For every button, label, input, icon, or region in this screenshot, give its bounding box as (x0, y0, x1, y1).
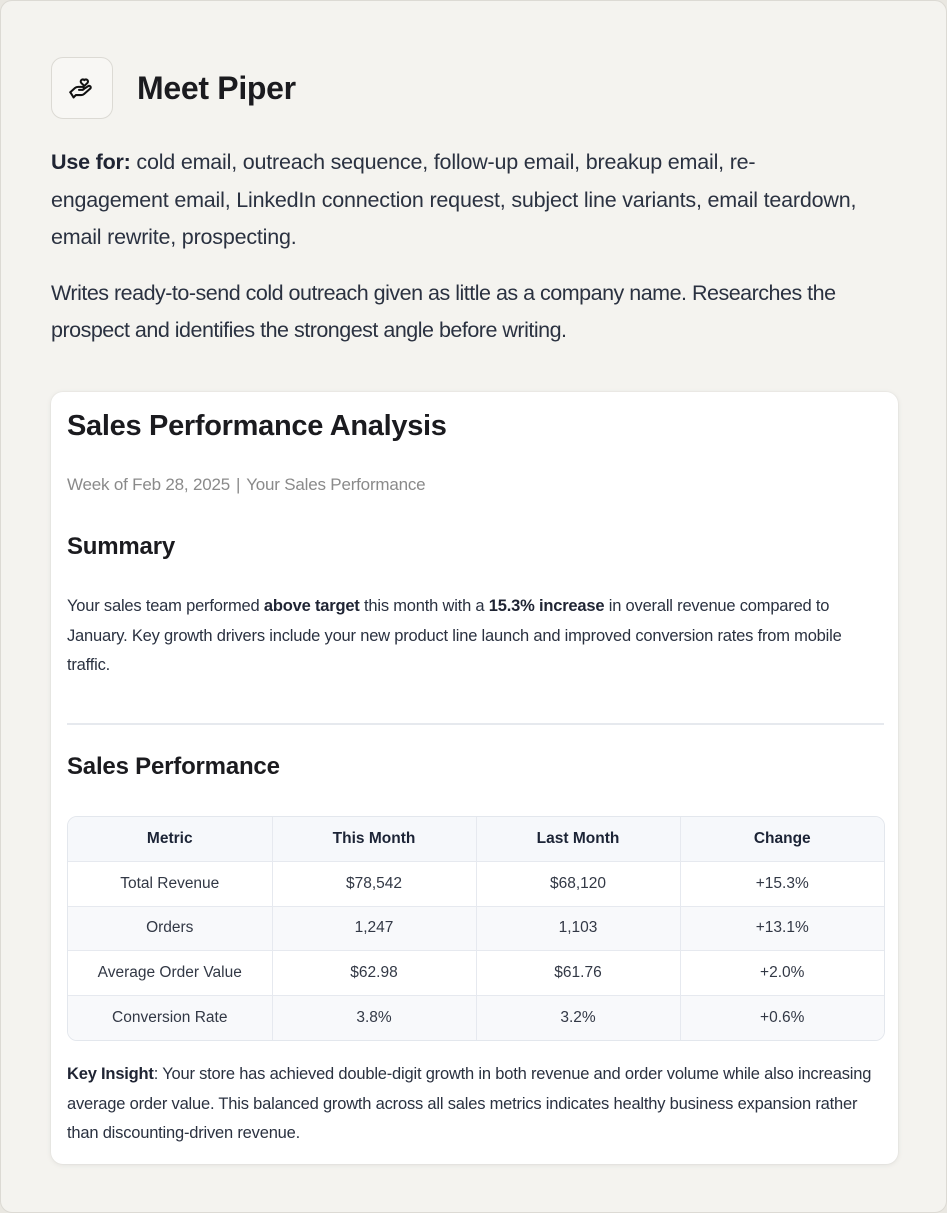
change-cell: +0.6% (680, 995, 884, 1040)
summary-heading: Summary (67, 533, 175, 560)
last-month-cell: 3.2% (476, 995, 681, 1040)
key-insight-text: : Your store has achieved double-digit g… (67, 1065, 872, 1142)
performance-heading: Sales Performance (67, 753, 280, 780)
report-subtitle: Week of Feb 28, 2025 | Your Sales Performa… (67, 475, 426, 495)
agent-description: Writes ready-to-send cold outreach given… (51, 281, 836, 342)
column-header: Change (680, 817, 884, 862)
this-month-cell: $78,542 (272, 861, 477, 907)
report-card: Sales Performance Analysis Week of Feb 2… (51, 392, 898, 1164)
column-header: Last Month (476, 817, 681, 862)
key-insight-label: Key Insight (67, 1065, 154, 1083)
metric-cell: Total Revenue (68, 861, 273, 907)
performance-table: Metric This Month Last Month Change Tota… (67, 816, 885, 1041)
agent-avatar (51, 57, 113, 119)
summary-highlight: 15.3% increase (488, 597, 605, 615)
hand-heart-icon (69, 78, 92, 99)
summary-part: this month with a (359, 597, 489, 615)
table-row: Conversion Rate 3.8% 3.2% +0.6% (68, 995, 884, 1040)
last-month-cell: $61.76 (476, 950, 681, 996)
section-divider (67, 723, 884, 725)
summary-part: Your sales team performed (67, 597, 264, 615)
table-row: Orders 1,247 1,103 +13.1% (68, 906, 884, 951)
table-row: Total Revenue $78,542 $68,120 +15.3% (68, 861, 884, 907)
last-month-cell: 1,103 (476, 906, 681, 951)
change-cell: +13.1% (680, 906, 884, 951)
use-for-list: cold email, outreach sequence, follow-up… (51, 150, 857, 249)
use-for-text: Use for: cold email, outreach sequence, … (51, 144, 871, 257)
metric-cell: Conversion Rate (68, 995, 273, 1040)
metric-cell: Average Order Value (68, 950, 273, 996)
report-subtitle-label: Your Sales Performance (246, 475, 426, 494)
column-header: This Month (272, 817, 477, 862)
subtitle-separator: | (235, 475, 241, 494)
table-row: Average Order Value $62.98 $61.76 +2.0% (68, 950, 884, 996)
table-header-row: Metric This Month Last Month Change (68, 817, 884, 862)
agent-header: Meet Piper (51, 57, 296, 119)
summary-highlight: above target (263, 597, 360, 615)
metric-cell: Orders (68, 906, 273, 951)
report-date: Week of Feb 28, 2025 (67, 475, 230, 494)
agent-title: Meet Piper (137, 69, 296, 106)
column-header: Metric (68, 817, 273, 862)
this-month-cell: $62.98 (272, 950, 477, 996)
key-insight: Key Insight: Your store has achieved dou… (67, 1060, 877, 1149)
change-cell: +15.3% (680, 861, 884, 907)
this-month-cell: 3.8% (272, 995, 477, 1040)
change-cell: +2.0% (680, 950, 884, 996)
summary-text: Your sales team performed above target t… (67, 592, 857, 681)
this-month-cell: 1,247 (272, 906, 477, 951)
summary-part: in overall revenue compared to January. … (67, 597, 842, 674)
report-title: Sales Performance Analysis (67, 410, 447, 442)
use-for-label: Use for: (51, 150, 131, 174)
last-month-cell: $68,120 (476, 861, 681, 907)
